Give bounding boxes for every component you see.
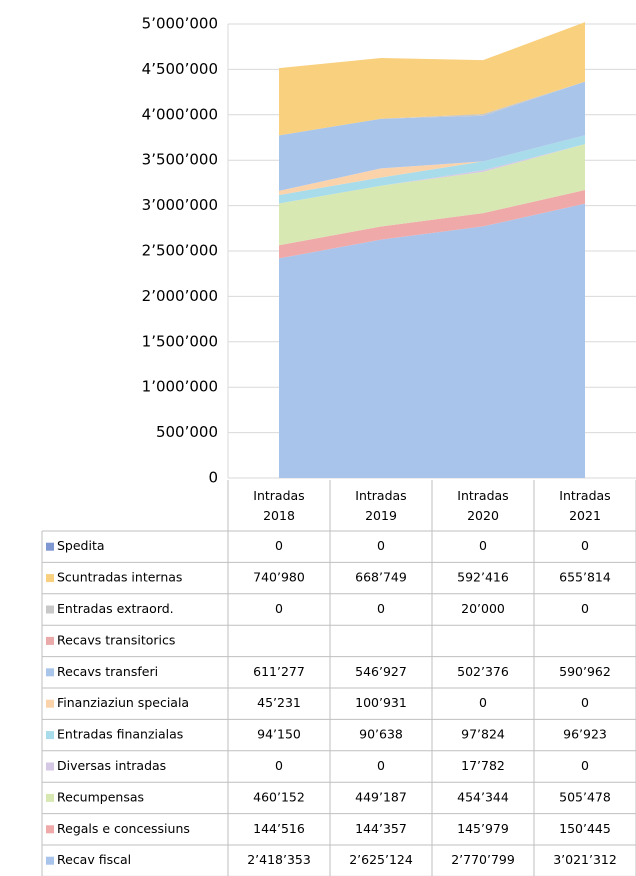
table-value: 3’021’312 — [553, 852, 617, 867]
table-value: 0 — [581, 538, 589, 553]
y-tick-label: 4’500’000 — [142, 60, 218, 78]
table-value: 546’927 — [355, 664, 407, 679]
area — [279, 203, 585, 479]
table-value: 0 — [377, 538, 385, 553]
y-tick-label: 1’500’000 — [142, 332, 218, 350]
legend-swatch — [46, 574, 54, 583]
legend-label: Entradas finanzialas — [57, 727, 183, 742]
legend-label: Spedita — [57, 538, 105, 553]
table-value: 0 — [479, 695, 487, 710]
table-value: 145’979 — [457, 821, 509, 836]
table-value: 144’516 — [253, 821, 305, 836]
table-value: 0 — [581, 758, 589, 773]
category-label: Intradas 2020 — [457, 488, 508, 523]
legend-label: Recumpensas — [57, 789, 144, 804]
y-tick-label: 5’000’000 — [142, 15, 218, 33]
y-tick-label: 0 — [208, 469, 218, 487]
table-value: 505’478 — [559, 789, 611, 804]
area — [279, 81, 585, 191]
legend-label: Scuntradas internas — [57, 570, 182, 585]
table-value: 17’782 — [461, 758, 505, 773]
legend-swatch — [46, 856, 54, 865]
y-tick-label: 2’000’000 — [142, 287, 218, 305]
table-value: 100’931 — [355, 695, 407, 710]
legend-label: Diversas intradas — [57, 758, 166, 773]
table-value: 144’357 — [355, 821, 407, 836]
legend-swatch — [46, 542, 54, 551]
table-value: 0 — [377, 758, 385, 773]
legend-label: Finanziaziun speciala — [57, 695, 189, 710]
legend-swatch — [46, 793, 54, 802]
legend-swatch — [46, 636, 54, 645]
table-value: 20’000 — [461, 601, 505, 616]
legend-swatch — [46, 699, 54, 708]
table-value: 0 — [275, 758, 283, 773]
legend-swatch — [46, 731, 54, 740]
table-value: 0 — [275, 601, 283, 616]
table-value: 2’625’124 — [349, 852, 413, 867]
table-value: 97’824 — [461, 727, 505, 742]
category-label: Intradas 2018 — [253, 488, 304, 523]
table-value: 454’344 — [457, 789, 509, 804]
table-value: 592’416 — [457, 570, 509, 585]
legend-label: Recavs transferi — [57, 664, 158, 679]
legend-swatch — [46, 668, 54, 677]
y-tick-label: 1’000’000 — [142, 378, 218, 396]
table-value: 611’277 — [253, 664, 305, 679]
table-value: 150’445 — [559, 821, 611, 836]
table-value: 0 — [581, 601, 589, 616]
legend-swatch — [46, 605, 54, 614]
legend-label: Entradas extraord. — [57, 601, 174, 616]
y-tick-label: 3’000’000 — [142, 196, 218, 214]
table-value: 2’418’353 — [247, 852, 311, 867]
area — [279, 22, 585, 136]
category-label: Intradas 2019 — [355, 488, 406, 523]
table-value: 0 — [275, 538, 283, 553]
table-value: 0 — [581, 695, 589, 710]
y-tick-label: 2’500’000 — [142, 242, 218, 260]
y-tick-label: 3’500’000 — [142, 151, 218, 169]
table-value: 94’150 — [257, 727, 301, 742]
legend-swatch — [46, 762, 54, 771]
table-value: 45’231 — [257, 695, 301, 710]
area — [279, 144, 585, 246]
table-value: 449’187 — [355, 789, 407, 804]
table-value: 655’814 — [559, 570, 611, 585]
table-value: 2’770’799 — [451, 852, 515, 867]
table-value: 90’638 — [359, 727, 403, 742]
legend-label: Recav fiscal — [57, 852, 131, 867]
table-value: 460’152 — [253, 789, 305, 804]
y-tick-label: 4’000’000 — [142, 105, 218, 123]
table-value: 502’376 — [457, 664, 509, 679]
table-value: 0 — [479, 538, 487, 553]
legend-label: Regals e concessiuns — [57, 821, 190, 836]
category-label: Intradas 2021 — [559, 488, 610, 523]
legend-swatch — [46, 825, 54, 834]
y-tick-label: 500’000 — [156, 423, 218, 441]
area — [279, 190, 585, 259]
table-value: 0 — [377, 601, 385, 616]
area — [279, 135, 585, 204]
table-value: 668’749 — [355, 570, 407, 585]
table-value: 590’962 — [559, 664, 611, 679]
area — [279, 135, 585, 195]
table-value: 740’980 — [253, 570, 305, 585]
legend-label: Recavs transitorics — [57, 632, 175, 647]
table-value: 96’923 — [563, 727, 607, 742]
